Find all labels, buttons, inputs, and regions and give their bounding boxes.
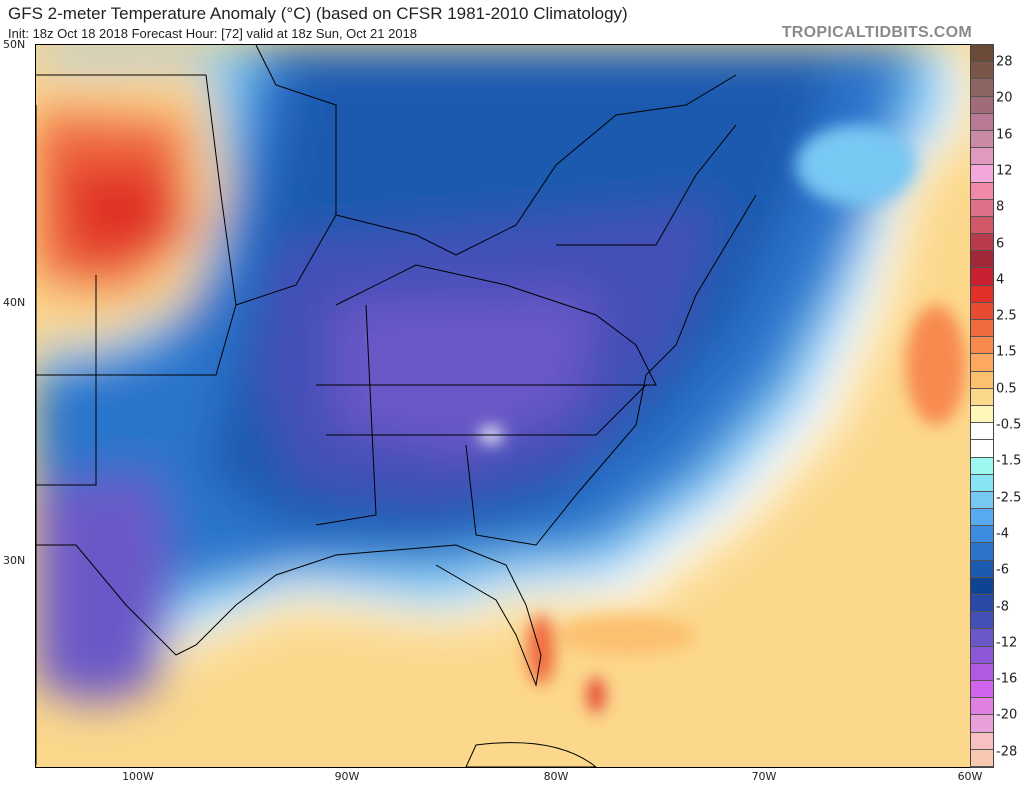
colorbar-swatch <box>971 268 993 286</box>
lat-label: 30N <box>3 554 26 567</box>
map-subtitle: Init: 18z Oct 18 2018 Forecast Hour: [72… <box>8 26 418 41</box>
colorbar-swatch <box>971 509 993 527</box>
colorbar-swatch <box>971 698 993 716</box>
colorbar-label: -12 <box>996 635 1018 651</box>
colorbar-swatch <box>971 251 993 269</box>
colorbar-swatch <box>971 165 993 183</box>
colorbar-label: 12 <box>996 163 1013 179</box>
colorbar-swatch <box>971 354 993 372</box>
colorbar-swatch <box>971 457 993 475</box>
lon-label: 80W <box>543 770 569 783</box>
colorbar-label: 2.5 <box>996 308 1017 324</box>
colorbar-swatch <box>971 79 993 97</box>
colorbar-swatch <box>971 663 993 681</box>
colorbar-swatch <box>971 526 993 544</box>
colorbar-swatch <box>971 148 993 166</box>
colorbar-swatch <box>971 62 993 80</box>
colorbar-swatch <box>971 113 993 131</box>
colorbar-swatch <box>971 371 993 389</box>
colorbar-label: -1.5 <box>996 453 1022 469</box>
colorbar-label: 28 <box>996 54 1013 70</box>
colorbar-label: 6 <box>996 236 1005 251</box>
colorbar-swatch <box>971 680 993 699</box>
colorbar-label: 0.5 <box>996 381 1017 397</box>
lat-label: 40N <box>3 296 26 309</box>
colorbar-label: 8 <box>996 199 1005 215</box>
colorbar-swatch <box>971 629 993 647</box>
colorbar-swatch <box>971 285 993 303</box>
colorbar <box>970 44 994 768</box>
brand-watermark: TROPICALTIDBITS.COM <box>781 24 972 41</box>
colorbar-swatch <box>971 130 993 149</box>
colorbar-swatch <box>971 337 993 355</box>
colorbar-swatch <box>971 646 993 664</box>
colorbar-label: -6 <box>996 562 1009 578</box>
colorbar-swatch <box>971 560 993 578</box>
colorbar-label: 4 <box>996 272 1005 288</box>
colorbar-label: 16 <box>996 127 1013 143</box>
colorbar-swatch <box>971 45 993 63</box>
colorbar-label: -20 <box>996 707 1018 723</box>
colorbar-swatch <box>971 405 993 424</box>
colorbar-swatch <box>971 543 993 561</box>
lat-label: 50N <box>3 38 26 51</box>
colorbar-label: -8 <box>996 599 1009 614</box>
colorbar-swatch <box>971 423 993 441</box>
colorbar-swatch <box>971 732 993 750</box>
map-title: GFS 2-meter Temperature Anomaly (°C) (ba… <box>8 4 628 23</box>
colorbar-swatch <box>971 491 993 510</box>
colorbar-label: -0.5 <box>996 417 1022 433</box>
colorbar-swatch <box>971 234 993 252</box>
colorbar-swatch <box>971 440 993 458</box>
colorbar-swatch <box>971 474 993 492</box>
colorbar-swatch <box>971 199 993 217</box>
temperature-anomaly-map <box>35 44 972 768</box>
colorbar-label: 20 <box>996 90 1013 106</box>
colorbar-swatch <box>971 320 993 338</box>
colorbar-swatch <box>971 715 993 733</box>
colorbar-swatch <box>971 749 993 767</box>
colorbar-swatch <box>971 182 993 200</box>
colorbar-swatch <box>971 612 993 630</box>
colorbar-swatch <box>971 388 993 406</box>
lon-label: 100W <box>122 770 154 783</box>
colorbar-label: 1.5 <box>996 344 1017 360</box>
lon-label: 70W <box>751 770 777 783</box>
colorbar-label: -4 <box>996 526 1009 542</box>
colorbar-label: -28 <box>996 744 1018 760</box>
colorbar-label: -16 <box>996 671 1018 687</box>
colorbar-swatch <box>971 96 993 114</box>
colorbar-label: -2.5 <box>996 490 1022 506</box>
colorbar-swatch <box>971 595 993 613</box>
lon-label: 90W <box>334 770 360 783</box>
colorbar-swatch <box>971 577 993 595</box>
colorbar-swatch <box>971 216 993 235</box>
lon-label: 60W <box>957 770 983 783</box>
colorbar-swatch <box>971 302 993 320</box>
